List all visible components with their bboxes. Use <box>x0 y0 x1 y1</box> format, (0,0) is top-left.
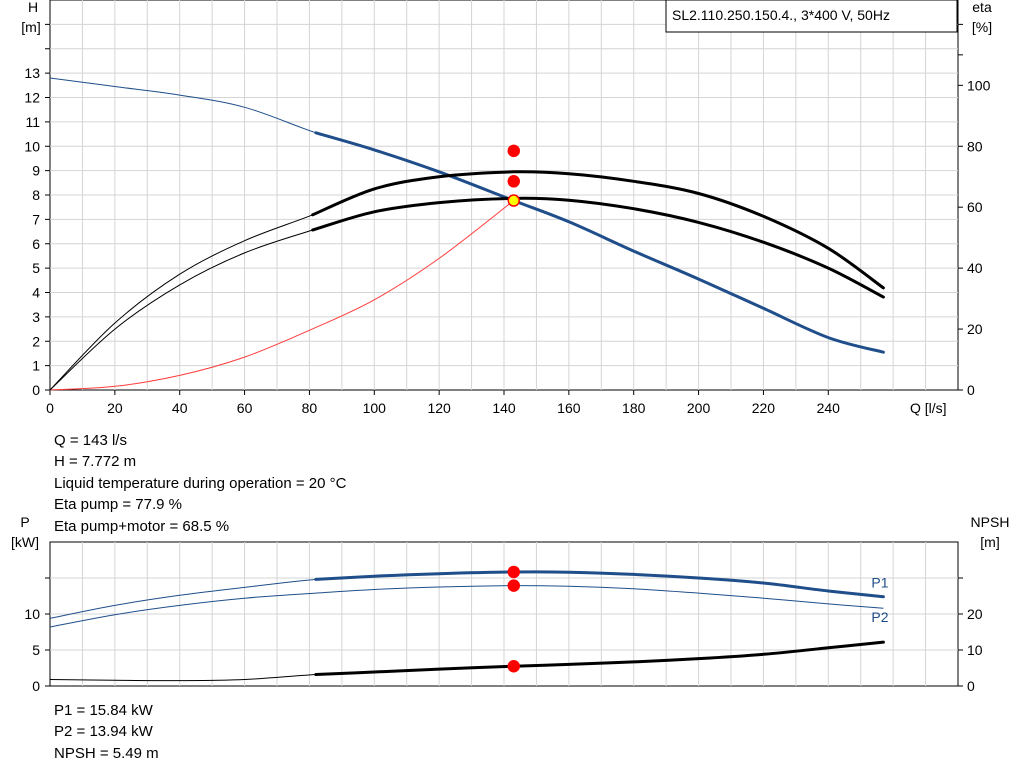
x-tick-label: 180 <box>622 400 646 416</box>
x-tick-label: 20 <box>107 400 123 416</box>
x-tick-label: 60 <box>237 400 253 416</box>
y-tick-label-left: 1 <box>32 358 40 374</box>
y-tick-label-right: 60 <box>967 199 983 215</box>
info-p2: P2 = 13.94 kW <box>54 723 153 741</box>
y-tick-label-left: 7 <box>32 211 40 227</box>
y-axis-unit-right: [m] <box>980 534 999 550</box>
y-tick-label-left: 10 <box>24 138 40 154</box>
info-p1: P1 = 15.84 kW <box>54 702 153 719</box>
y-tick-label-left: 6 <box>32 236 40 252</box>
info-head: H = 7.772 m <box>54 453 137 471</box>
operating-point <box>507 579 520 592</box>
y-axis-unit-right: [%] <box>972 19 992 35</box>
y-tick-label-left: 9 <box>32 163 40 179</box>
series-line-operating-range <box>314 640 885 676</box>
y-tick-label-right: 0 <box>967 678 975 694</box>
info-flow: Q = 143 l/s <box>54 432 127 449</box>
y-tick-label-left: 12 <box>24 90 40 106</box>
x-tick-label: 140 <box>492 400 516 416</box>
operating-point <box>507 194 520 207</box>
y-tick-label-right: 10 <box>967 642 983 658</box>
series-label: P2 <box>871 609 888 625</box>
x-axis-label: Q [l/s] <box>910 400 947 416</box>
power-info: P1 = 15.84 kW P2 = 13.94 kW NPSH = 5.49 … <box>54 700 159 764</box>
info-temperature: Liquid temperature during operation = 20… <box>54 474 347 492</box>
y-axis-label-left: P <box>20 514 29 530</box>
y-tick-label-left: 4 <box>32 285 40 301</box>
y-tick-label-left: 0 <box>32 382 40 398</box>
x-tick-label: 200 <box>687 400 711 416</box>
y-tick-label-right: 80 <box>967 138 983 154</box>
y-tick-label-left: 10 <box>24 606 40 622</box>
y-tick-label-left: 0 <box>32 678 40 694</box>
chart-title: SL2.110.250.150.4., 3*400 V, 50Hz <box>672 7 890 23</box>
series-line <box>49 585 884 628</box>
operating-point <box>507 175 520 188</box>
y-tick-label-right: 20 <box>967 321 983 337</box>
info-eta-pump-motor: Eta pump+motor = 68.5 % <box>54 517 230 535</box>
x-tick-label: 160 <box>557 400 581 416</box>
operating-point <box>507 659 520 673</box>
x-tick-label: 120 <box>427 400 451 416</box>
x-tick-label: 40 <box>172 400 188 416</box>
y-tick-label-left: 2 <box>32 333 40 349</box>
x-tick-label: 80 <box>302 400 318 416</box>
y-axis-unit-left: [m] <box>21 19 40 35</box>
y-axis-label-right: NPSH <box>971 514 1010 530</box>
info-npsh: NPSH = 5.49 m <box>54 744 159 762</box>
x-tick-label: 100 <box>363 400 387 416</box>
chart-title-box <box>665 0 958 33</box>
y-tick-label-left: 13 <box>24 65 40 81</box>
x-tick-label: 0 <box>46 400 54 416</box>
y-tick-label-right: 0 <box>967 382 975 398</box>
y-tick-label-left: 11 <box>25 114 40 130</box>
y-tick-label-left: 8 <box>32 187 40 203</box>
series-line-operating-range <box>314 131 885 354</box>
y-tick-label-left: 3 <box>32 309 40 325</box>
y-tick-label-right: 100 <box>967 77 991 93</box>
y-tick-label-left: 5 <box>32 260 40 276</box>
y-tick-label-right: 20 <box>967 606 983 622</box>
y-axis-label-right: eta <box>972 0 992 15</box>
x-tick-label: 220 <box>752 400 776 416</box>
series-line <box>49 200 515 391</box>
operating-point <box>507 565 520 579</box>
series-line-operating-range <box>311 196 885 299</box>
series-line-operating-range <box>311 170 885 290</box>
operating-point <box>507 144 520 158</box>
info-eta-pump: Eta pump = 77.9 % <box>54 496 182 514</box>
operating-point-info: Q = 143 l/s H = 7.772 m Liquid temperatu… <box>54 430 346 537</box>
series-line-operating-range <box>314 570 885 599</box>
y-tick-label-left: 5 <box>32 642 40 658</box>
y-axis-unit-left: [kW] <box>11 534 39 550</box>
series-label: P1 <box>871 575 888 591</box>
y-axis-label-left: H <box>28 0 38 15</box>
y-tick-label-right: 40 <box>967 260 983 276</box>
x-tick-label: 240 <box>817 400 841 416</box>
